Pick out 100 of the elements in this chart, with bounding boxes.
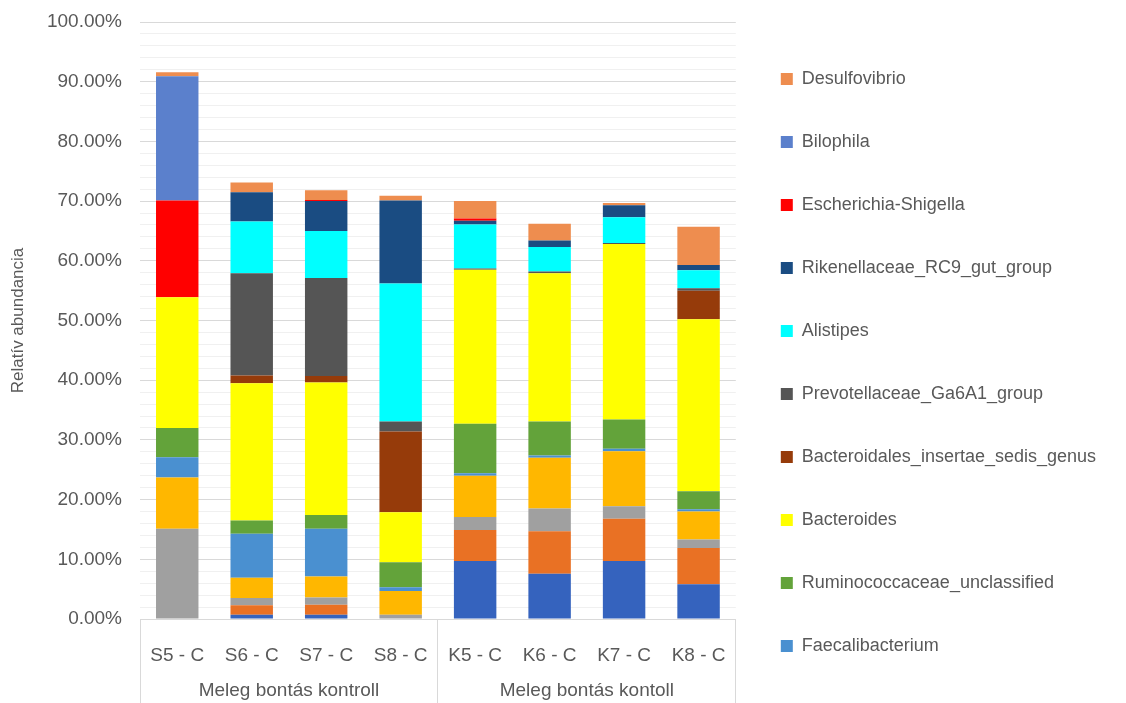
bar: [230, 273, 273, 376]
bar: [528, 531, 571, 574]
bar: [304, 376, 348, 383]
bar: [156, 72, 199, 77]
bar: [677, 264, 720, 271]
bar: [379, 195, 422, 201]
bar: [528, 455, 571, 458]
bar: [677, 288, 720, 291]
y-tick-label: 30.00%: [57, 428, 123, 450]
bar: [453, 269, 497, 424]
bar: [379, 614, 422, 619]
bar: [677, 290, 720, 320]
bar: [528, 223, 571, 241]
bar: [677, 509, 720, 512]
bar: [677, 319, 720, 492]
bar: [304, 597, 348, 605]
bar: [602, 217, 646, 243]
bar: [379, 283, 422, 422]
bar: [602, 518, 646, 562]
bar: [677, 511, 720, 540]
bar: [156, 457, 199, 478]
bar: [453, 516, 497, 531]
bar: [156, 200, 199, 298]
bar: [379, 431, 422, 513]
bar: [304, 604, 348, 615]
bar: [304, 614, 348, 619]
bar: [230, 605, 273, 615]
x-tick-label: K6 - C: [522, 643, 577, 665]
legend-label: Bacteroidales_insertae_sedis_genus: [801, 445, 1097, 467]
bar: [304, 230, 348, 279]
bar: [230, 577, 273, 599]
bar: [304, 382, 348, 516]
bar: [230, 614, 273, 619]
bar: [156, 477, 199, 529]
bar: [677, 584, 720, 619]
y-tick-label: 10.00%: [57, 547, 123, 569]
bar: [230, 375, 273, 384]
y-tick-label: 20.00%: [57, 487, 123, 509]
x-tick-label: S6 - C: [224, 643, 279, 665]
y-tick-label: 0.00%: [68, 607, 123, 629]
bar: [528, 240, 571, 248]
bar: [304, 515, 348, 529]
bar: [602, 419, 646, 449]
bar: [453, 423, 497, 474]
bar: [602, 561, 646, 619]
text: Meleg bontás kontroll: [198, 678, 380, 700]
bar: [453, 224, 497, 269]
bar: [230, 520, 273, 534]
bar: [230, 383, 273, 521]
legend-label: Rikenellaceae_RC9_gut_group: [801, 256, 1052, 278]
bar: [379, 200, 422, 284]
legend-label: Escherichia-Shigella: [801, 193, 966, 214]
legend-label: Bacteroides: [801, 508, 897, 529]
bar: [156, 297, 199, 428]
bar: [677, 539, 720, 548]
legend-label: Faecalibacterium: [801, 634, 939, 655]
legend-label: Prevotellaceae_Ga6A1_group: [801, 382, 1043, 404]
y-tick-label: 50.00%: [57, 308, 123, 330]
bar: [677, 226, 720, 265]
legend-label: Desulfovibrio: [801, 67, 906, 88]
bar: [379, 512, 422, 563]
bar: [677, 270, 720, 289]
x-tick-label: S5 - C: [150, 643, 205, 665]
bar: [304, 190, 348, 200]
bar: [304, 528, 348, 577]
bar: [602, 244, 646, 420]
bar: [379, 590, 422, 615]
y-tick-label: 100.00%: [46, 10, 123, 32]
bar: [602, 205, 646, 218]
y-tick-label: 70.00%: [57, 189, 123, 211]
bar: [602, 506, 646, 519]
bar: [528, 247, 571, 272]
bar: [677, 547, 720, 585]
bar: [156, 427, 199, 458]
legend-label: Bilophila: [801, 130, 871, 151]
bar: [453, 473, 497, 476]
legend-label: Alistipes: [801, 319, 869, 340]
legend-label: Ruminococcaceae_unclassified: [801, 571, 1054, 593]
bar: [453, 201, 497, 219]
bar: [453, 561, 497, 619]
x-tick-label: K8 - C: [671, 643, 726, 665]
x-tick-label: S8 - C: [373, 643, 428, 665]
x-tick-label: S7 - C: [299, 643, 354, 665]
bar: [602, 451, 646, 507]
bar: [230, 533, 273, 578]
y-axis-title: Relatív abundancia: [7, 247, 27, 394]
bar: [453, 475, 497, 517]
bar: [528, 457, 571, 509]
bar: [304, 278, 348, 377]
bar: [230, 598, 273, 606]
bar: [379, 421, 422, 432]
bar: [528, 508, 571, 532]
bar: [528, 273, 571, 422]
bar: [156, 76, 199, 201]
bar: [528, 421, 571, 456]
y-tick-label: 40.00%: [57, 368, 123, 390]
bar: [304, 201, 348, 231]
bar: [453, 530, 497, 562]
y-tick-label: 60.00%: [57, 249, 123, 271]
bar: [379, 562, 422, 588]
